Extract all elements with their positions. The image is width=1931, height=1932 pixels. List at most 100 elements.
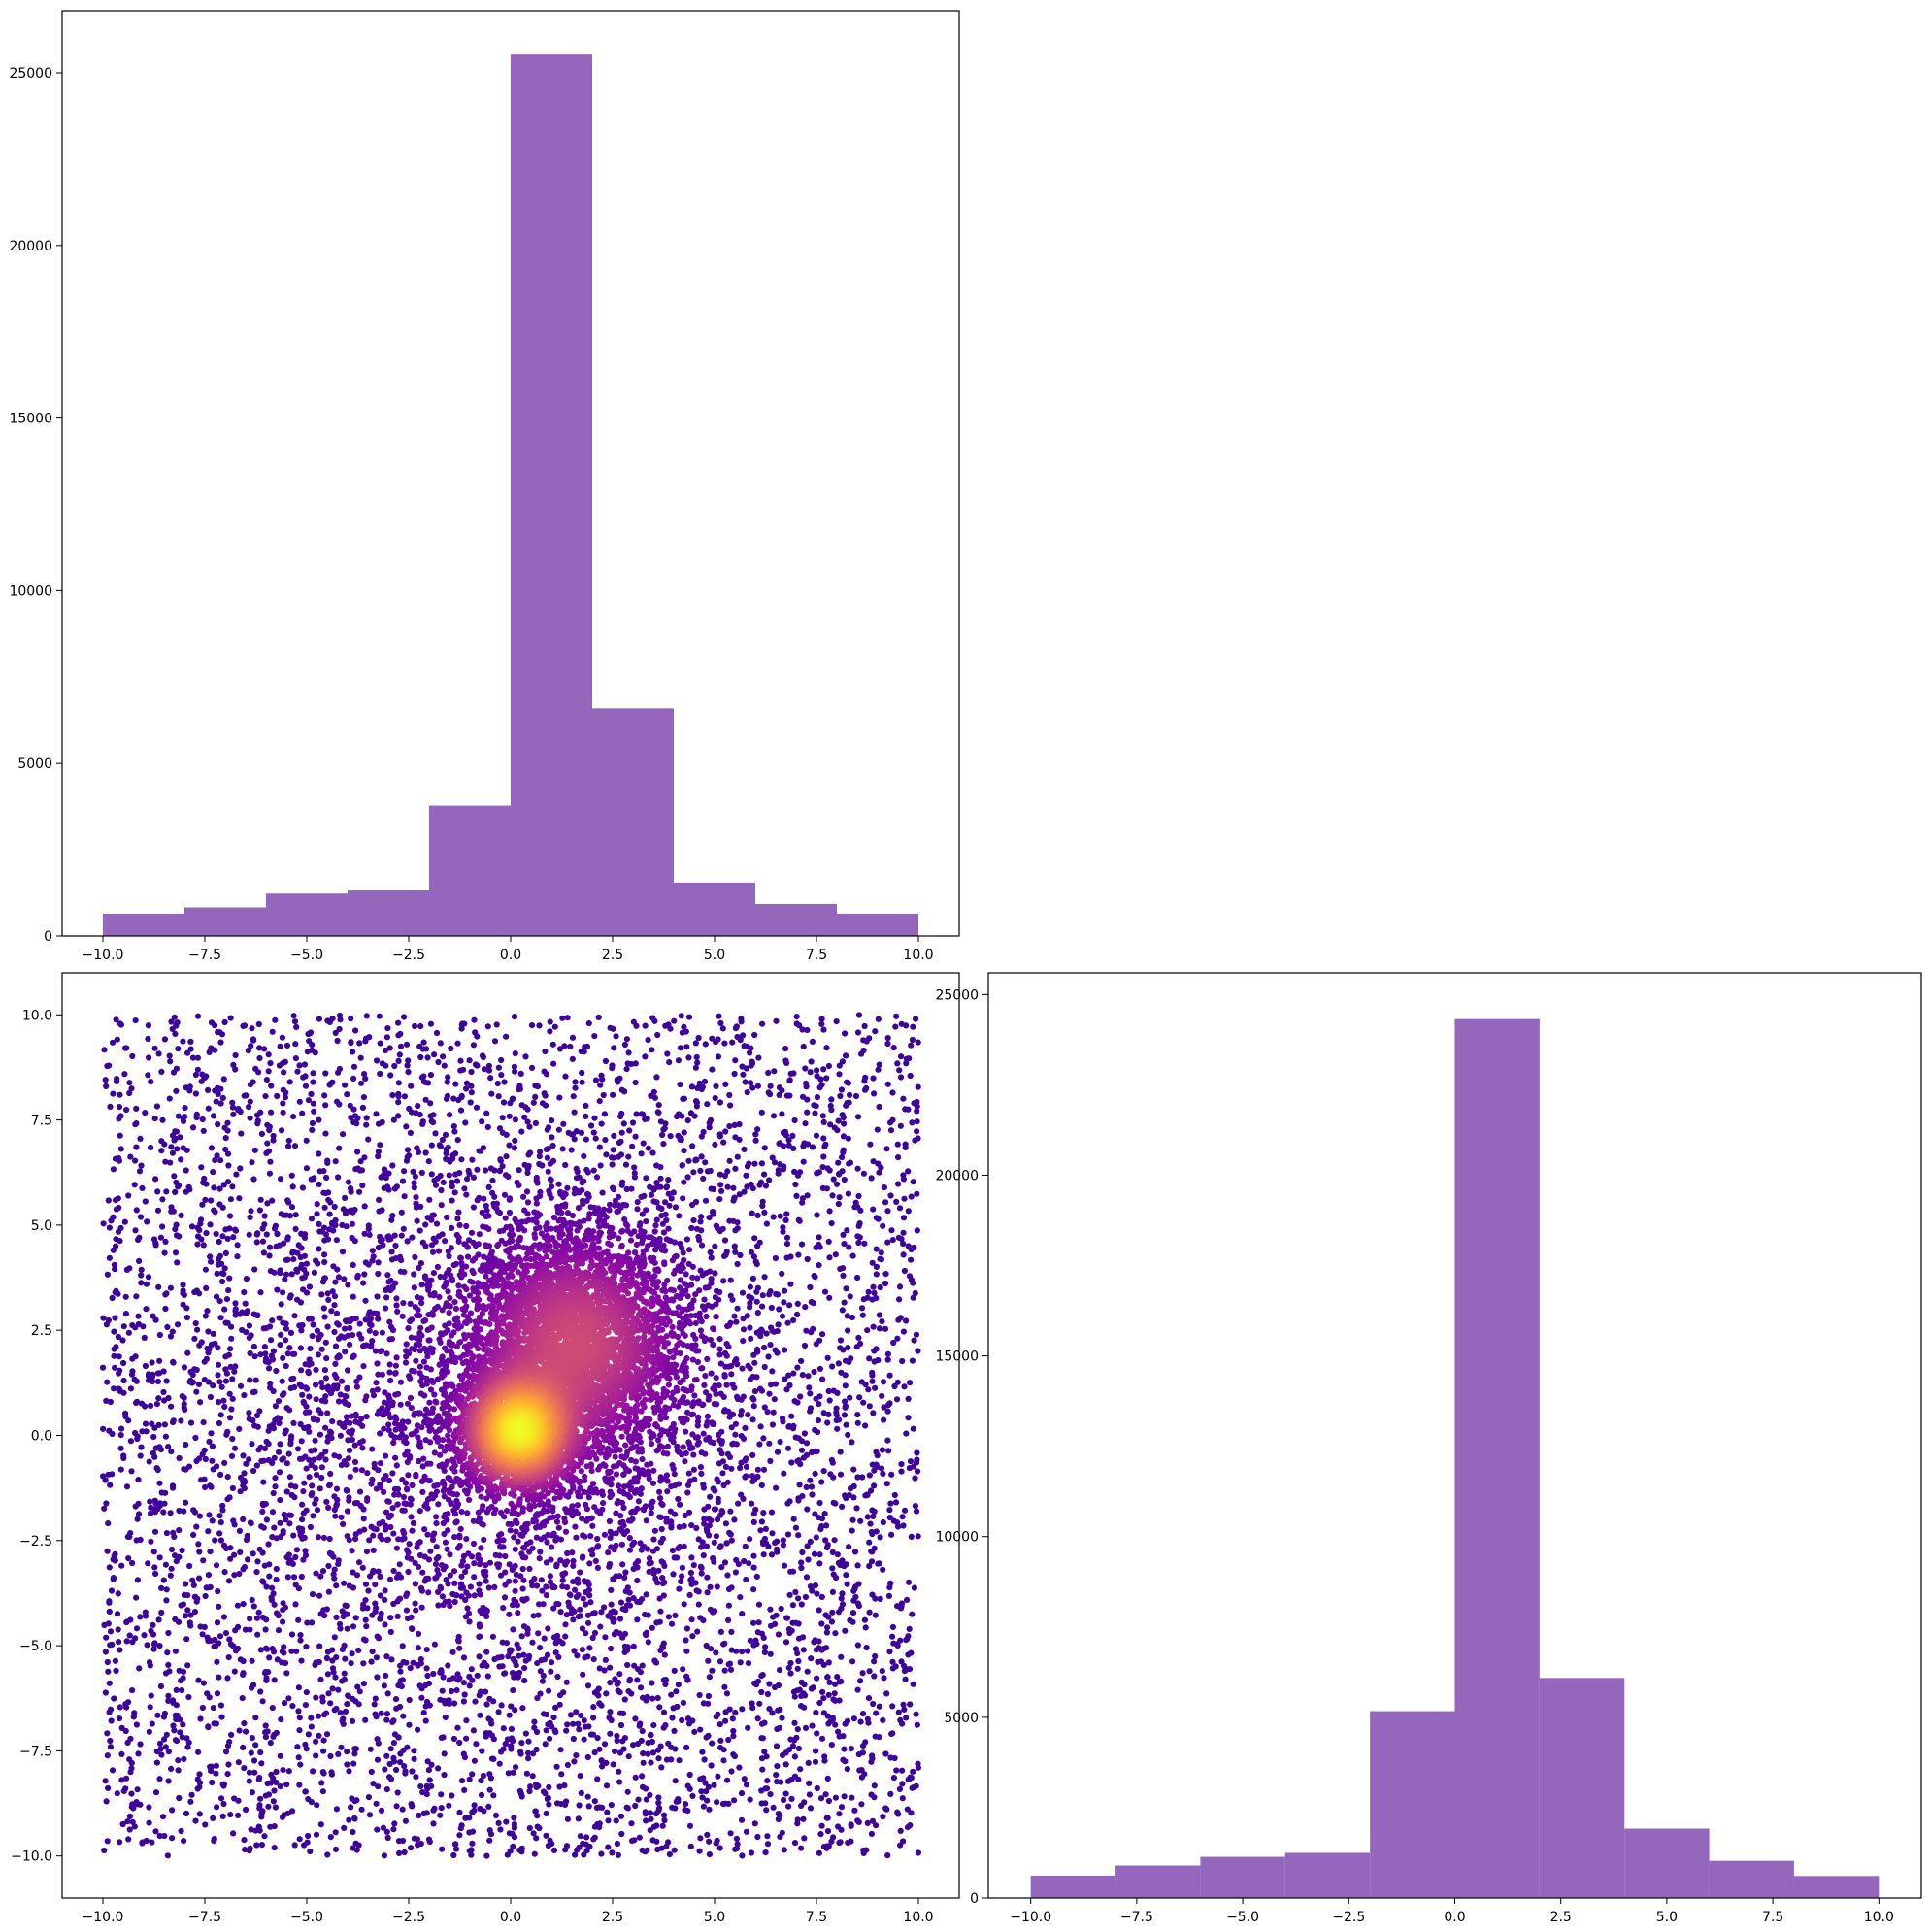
- scatter-point: [246, 1104, 252, 1111]
- scatter-point: [457, 1067, 464, 1074]
- scatter-point: [199, 1116, 206, 1123]
- scatter-point: [104, 1838, 111, 1845]
- scatter-point: [697, 1726, 704, 1733]
- scatter-point: [514, 1641, 520, 1648]
- scatter-point: [134, 1398, 141, 1405]
- scatter-point: [759, 1303, 766, 1310]
- scatter-point: [214, 1293, 220, 1300]
- scatter-point: [803, 1574, 811, 1581]
- scatter-point: [387, 1628, 394, 1636]
- hist-top-x-tick-label: 7.5: [806, 948, 827, 963]
- scatter-point: [189, 1577, 196, 1583]
- scatter-point: [899, 1357, 906, 1365]
- scatter-point: [224, 1428, 231, 1435]
- scatter-point: [768, 1324, 775, 1331]
- scatter-point: [766, 1390, 773, 1397]
- scatter-point: [655, 1755, 662, 1762]
- scatter-point: [598, 1120, 605, 1127]
- scatter-point: [220, 1800, 227, 1808]
- scatter-point: [143, 1281, 150, 1287]
- scatter-point: [677, 1136, 683, 1143]
- scatter-point: [210, 1815, 216, 1821]
- scatter-point: [237, 1382, 245, 1389]
- scatter-point: [554, 1632, 561, 1639]
- scatter-point: [247, 1115, 253, 1121]
- scatter-point: [747, 1324, 753, 1331]
- scatter-point: [217, 1100, 224, 1107]
- scatter-point: [352, 1840, 359, 1847]
- scatter-point: [161, 1421, 168, 1428]
- scatter-point: [452, 1841, 459, 1848]
- scatter-point: [717, 1628, 725, 1635]
- scatter-point: [198, 1078, 205, 1084]
- scatter-point: [344, 1367, 351, 1374]
- scatter-point: [882, 1199, 889, 1206]
- scatter-point: [701, 1506, 708, 1513]
- scatter-point: [458, 1156, 465, 1163]
- scatter-point: [783, 1615, 790, 1621]
- scatter-point: [700, 1700, 708, 1707]
- scatter-point: [343, 1223, 350, 1230]
- scatter-point: [167, 1284, 174, 1291]
- scatter-point: [893, 1767, 900, 1774]
- scatter-point: [710, 1555, 716, 1562]
- scatter-point: [196, 1455, 203, 1462]
- scatter-point: [912, 1289, 918, 1296]
- scatter-point: [898, 1600, 906, 1607]
- scatter-point: [632, 1774, 639, 1781]
- scatter-point: [722, 1717, 729, 1724]
- scatter-point: [823, 1075, 830, 1082]
- scatter-point: [590, 1704, 597, 1711]
- scatter-point: [425, 1080, 432, 1086]
- scatter-point: [447, 1112, 453, 1118]
- scatter-point: [616, 1749, 624, 1756]
- scatter-point: [356, 1320, 363, 1327]
- scatter-point: [104, 1752, 111, 1759]
- scatter-point: [762, 1183, 770, 1189]
- scatter-point: [882, 1271, 889, 1278]
- scatter-point: [766, 1177, 773, 1183]
- scatter-point: [704, 1797, 711, 1804]
- scatter-point: [170, 1208, 177, 1215]
- scatter-point: [416, 1682, 423, 1689]
- scatter-point: [171, 1727, 178, 1734]
- scatter-point: [294, 1068, 301, 1075]
- scatter-point: [372, 1695, 379, 1702]
- scatter-point: [495, 1093, 502, 1100]
- scatter-point: [520, 1651, 527, 1658]
- scatter-point: [344, 1625, 350, 1632]
- scatter-point: [158, 1148, 165, 1154]
- scatter-point: [187, 1038, 194, 1045]
- scatter-point: [792, 1524, 800, 1531]
- scatter-point: [267, 1740, 274, 1747]
- scatter-point: [779, 1270, 785, 1277]
- scatter-point: [114, 1611, 121, 1617]
- scatter-point: [859, 1711, 867, 1717]
- scatter-point: [638, 1150, 645, 1157]
- scatter-point: [781, 1847, 787, 1853]
- scatter-point: [708, 1646, 715, 1652]
- scatter-point: [895, 1181, 902, 1187]
- scatter-point: [645, 1750, 651, 1757]
- scatter-point: [747, 1283, 754, 1290]
- scatter-point: [638, 1193, 645, 1200]
- scatter-point: [905, 1243, 912, 1249]
- scatter-point: [693, 1053, 700, 1061]
- scatter-point: [425, 1158, 432, 1165]
- scatter-point: [910, 1768, 916, 1775]
- scatter-point: [368, 1768, 375, 1776]
- scatter-point: [816, 1365, 824, 1372]
- scatter-point: [443, 1149, 449, 1157]
- scatter-point: [435, 1765, 442, 1772]
- scatter-point: [301, 1061, 308, 1068]
- scatter-point: [721, 1040, 728, 1047]
- scatter-point: [557, 1747, 564, 1753]
- scatter-point: [305, 1796, 312, 1803]
- scatter-point: [283, 1325, 290, 1332]
- scatter-point: [654, 1031, 661, 1039]
- scatter-point: [196, 1783, 203, 1790]
- scatter-point: [473, 1104, 481, 1111]
- scatter-point: [814, 1073, 820, 1080]
- scatter-point: [609, 1849, 616, 1856]
- scatter-point: [383, 1034, 390, 1041]
